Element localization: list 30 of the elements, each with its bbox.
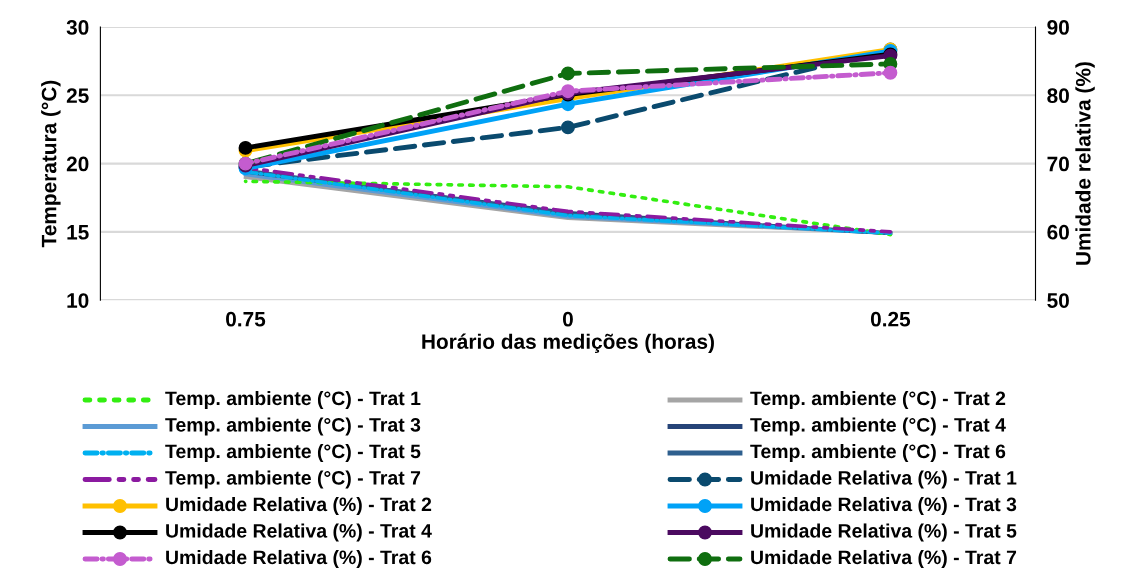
legend-label: Temp. ambiente (°C) - Trat 7: [165, 470, 421, 489]
x-tick-label: 0: [562, 311, 573, 327]
y2-tick-label: 80: [1047, 88, 1069, 104]
legend-label: Umidade Relativa (%) - Trat 2: [166, 496, 432, 516]
legend-label: Umidade Relativa (%) - Trat 7: [751, 549, 1017, 569]
y2-tick-label: 90: [1047, 20, 1069, 35]
y-tick-label: 20: [66, 156, 89, 172]
legend-label: Umidade Relativa (%) - Trat 3: [751, 496, 1017, 516]
legend-label: Temp. ambiente (°C) - Trat 2: [750, 390, 1006, 410]
legend-label: Temp. ambiente (°C) - Trat 1: [165, 390, 421, 410]
legend-label: Temp. ambiente (°C) - Trat 4: [750, 417, 1006, 436]
y2-tick-label: 60: [1047, 224, 1069, 240]
y-tick-label: 10: [67, 293, 89, 308]
y-tick-label: 15: [67, 225, 89, 240]
y2-axis-title: Umidade relativa (%): [1075, 62, 1095, 265]
x-tick-label: 0.25: [870, 311, 911, 327]
legend-label: Temp. ambiente (°C) - Trat 5: [165, 443, 421, 463]
legend-label: Umidade Relativa (%) - Trat 5: [751, 523, 1017, 542]
legend-label: Umidade Relativa (%) - Trat 1: [751, 470, 1017, 489]
y-tick-label: 25: [66, 88, 89, 104]
y2-tick-label: 70: [1047, 156, 1069, 172]
x-tick-label: 0.75: [226, 311, 266, 327]
legend-label: Umidade Relativa (%) - Trat 6: [166, 549, 432, 569]
legend-label: Temp. ambiente (°C) - Trat 6: [750, 443, 1006, 463]
y-axis-title: Temperatura (°C): [41, 80, 61, 248]
y2-tick-label: 50: [1047, 293, 1069, 308]
legend-label: Umidade Relativa (%) - Trat 4: [166, 523, 432, 542]
y-tick-label: 30: [66, 20, 89, 35]
legend-label: Temp. ambiente (°C) - Trat 3: [165, 417, 421, 436]
x-axis-title: Horário das medições (horas): [422, 333, 714, 354]
